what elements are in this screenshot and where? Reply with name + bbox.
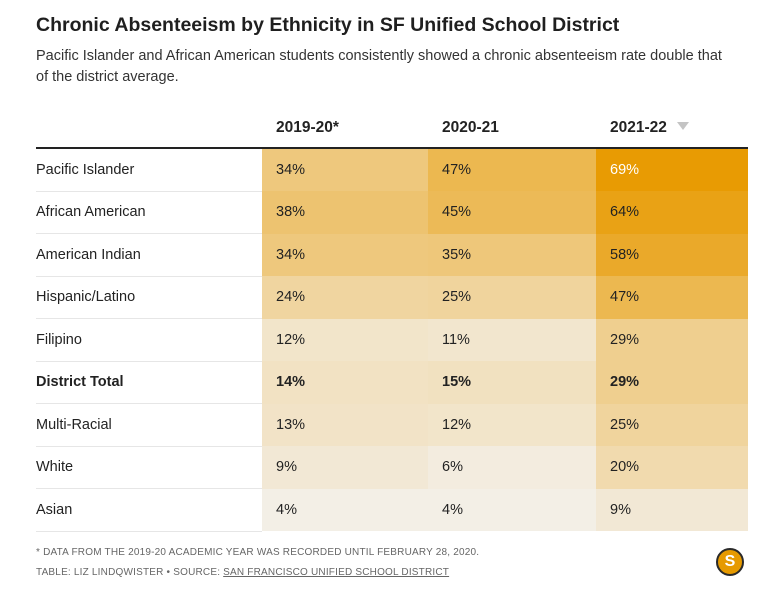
- column-header-2021-22[interactable]: 2021-22: [596, 108, 748, 148]
- row-label: American Indian: [36, 233, 262, 277]
- table-row: White 9% 6% 20%: [36, 446, 748, 489]
- row-label: Asian: [36, 488, 262, 532]
- heatmap-cell: 64%: [596, 191, 748, 234]
- row-label: District Total: [36, 361, 262, 404]
- column-header-2019-20[interactable]: 2019-20*: [262, 108, 428, 148]
- heatmap-table: 2019-20* 2020-21 2021-22 Pacific Islande…: [36, 108, 748, 532]
- heatmap-cell: 11%: [428, 318, 596, 361]
- footnote: * DATA FROM THE 2019-20 ACADEMIC YEAR WA…: [36, 547, 480, 558]
- heatmap-cell: 12%: [428, 403, 596, 446]
- heatmap-cell: 35%: [428, 233, 596, 276]
- table-row: District Total 14% 15% 29%: [36, 361, 748, 404]
- heatmap-cell: 13%: [262, 403, 428, 446]
- heatmap-cell: 29%: [596, 361, 748, 404]
- heatmap-cell: 58%: [596, 233, 748, 276]
- heatmap-cell: 9%: [596, 488, 748, 531]
- heatmap-cell: 14%: [262, 361, 428, 404]
- credit-text: TABLE: LIZ LINDQWISTER • SOURCE:: [36, 567, 224, 578]
- heatmap-cell: 6%: [428, 446, 596, 489]
- table-row: Hispanic/Latino 24% 25% 47%: [36, 276, 748, 319]
- heatmap-cell: 25%: [428, 276, 596, 319]
- row-label: Multi-Racial: [36, 403, 262, 447]
- column-header-label: 2019-20*: [276, 118, 339, 136]
- heatmap-body: Pacific Islander 34% 47% 69% African America…: [36, 148, 748, 532]
- row-label: Pacific Islander: [36, 148, 262, 192]
- header-row: 2019-20* 2020-21 2021-22: [36, 108, 748, 148]
- table-row: African American 38% 45% 64%: [36, 191, 748, 234]
- heatmap-cell: 24%: [262, 276, 428, 319]
- row-label: Hispanic/Latino: [36, 276, 262, 319]
- heatmap-cell: 69%: [596, 148, 748, 191]
- heatmap-cell: 34%: [262, 233, 428, 276]
- row-label: Filipino: [36, 318, 262, 362]
- table-row: Asian 4% 4% 9%: [36, 488, 748, 532]
- heatmap-cell: 4%: [262, 488, 428, 531]
- heatmap-cell: 15%: [428, 361, 596, 404]
- sort-descending-icon[interactable]: [676, 122, 689, 131]
- heatmap-cell: 34%: [262, 148, 428, 191]
- table-row: Pacific Islander 34% 47% 69%: [36, 148, 748, 192]
- chart-subtitle: Pacific Islander and African American st…: [36, 48, 722, 85]
- heatmap-cell: 45%: [428, 191, 596, 234]
- heatmap-cell: 29%: [596, 318, 748, 361]
- table-row: Multi-Racial 13% 12% 25%: [36, 403, 748, 447]
- header-ethnicity: [36, 108, 262, 148]
- chart-title: Chronic Absenteeism by Ethnicity in SF U…: [36, 14, 620, 36]
- heatmap-cell: 38%: [262, 191, 428, 234]
- column-header-label: 2021-22: [610, 118, 667, 136]
- heatmap-cell: 47%: [596, 276, 748, 319]
- heatmap-cell: 20%: [596, 446, 748, 489]
- column-header-2020-21[interactable]: 2020-21: [428, 108, 596, 148]
- table-row: Filipino 12% 11% 29%: [36, 318, 748, 362]
- heatmap-cell: 4%: [428, 488, 596, 531]
- column-header-label: 2020-21: [442, 118, 499, 136]
- source-link[interactable]: SAN FRANCISCO UNIFIED SCHOOL DISTRICT: [223, 567, 450, 578]
- heatmap-cell: 25%: [596, 403, 748, 446]
- heatmap-cell: 47%: [428, 148, 596, 191]
- table-row: American Indian 34% 35% 58%: [36, 233, 748, 277]
- row-label: White: [36, 446, 262, 489]
- source-credit: TABLE: LIZ LINDQWISTER • SOURCE: SAN FRA…: [36, 567, 449, 578]
- heatmap-cell: 12%: [262, 318, 428, 361]
- heatmap-cell: 9%: [262, 446, 428, 489]
- row-label: African American: [36, 191, 262, 234]
- logo-icon: S: [716, 548, 744, 576]
